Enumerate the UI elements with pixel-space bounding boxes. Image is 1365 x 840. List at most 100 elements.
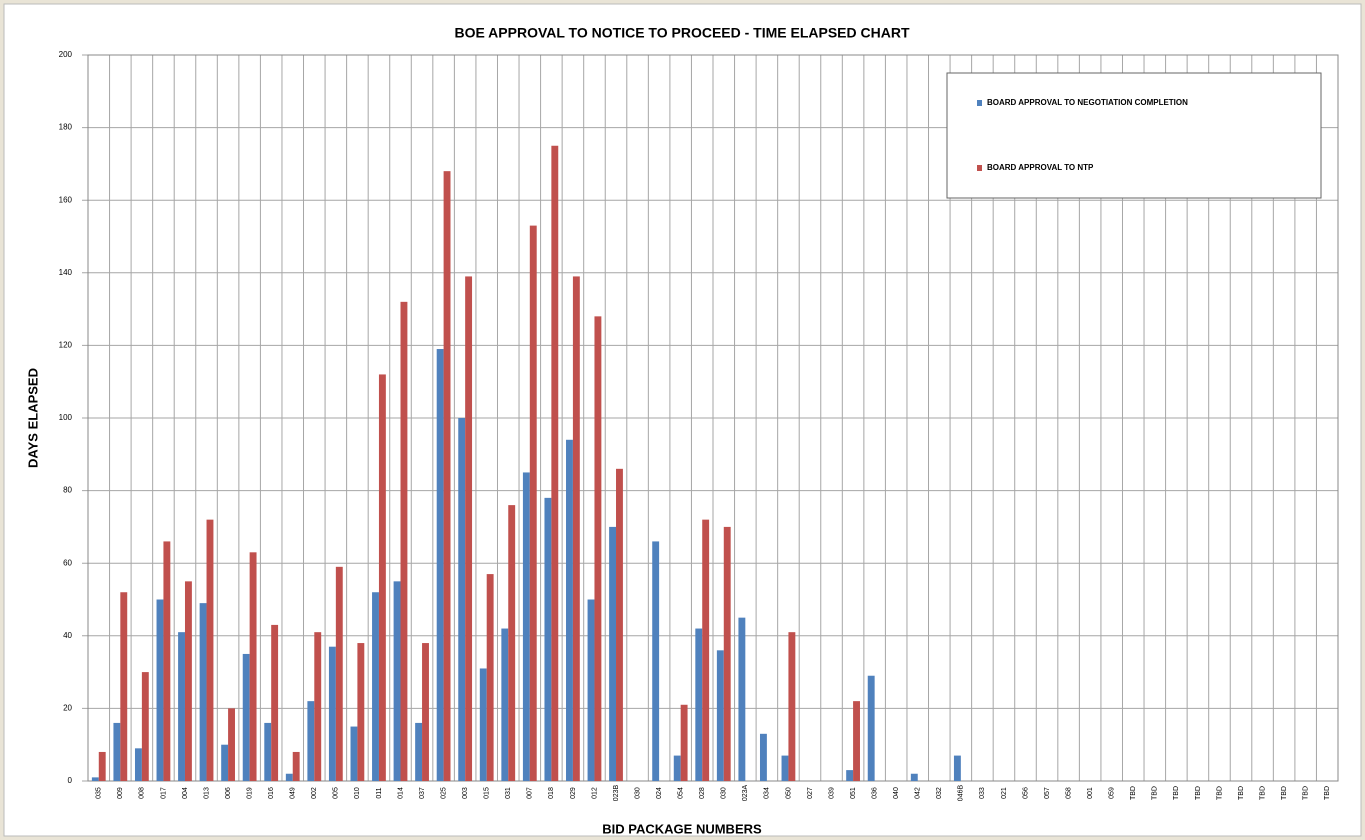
x-tick-label: 058 — [1065, 787, 1072, 799]
bar — [788, 632, 796, 781]
x-tick-label: 028 — [699, 787, 706, 799]
x-tick-label: TBD — [1324, 786, 1331, 800]
x-tick-label: 021 — [1001, 787, 1008, 799]
x-tick-label: 030 — [721, 787, 728, 799]
x-tick-label: 059 — [1109, 787, 1116, 799]
x-tick-label: 023A — [742, 785, 749, 802]
bar — [350, 726, 358, 781]
bar — [479, 668, 487, 781]
bar — [285, 773, 293, 781]
x-tick-label: 003 — [462, 787, 469, 799]
bar — [178, 632, 185, 781]
bar — [587, 599, 595, 781]
legend-swatch — [977, 165, 982, 171]
bar — [307, 701, 315, 781]
bar — [113, 722, 121, 781]
y-tick-label: 180 — [59, 123, 73, 132]
bar — [953, 755, 961, 781]
bar — [616, 468, 623, 781]
bar — [759, 733, 767, 781]
x-tick-label: 008 — [139, 787, 146, 799]
bar — [228, 708, 235, 781]
bar — [486, 574, 494, 781]
x-tick-label: 027 — [807, 787, 814, 799]
bar — [221, 744, 229, 781]
bar — [271, 624, 279, 781]
x-tick-label: 057 — [1044, 787, 1051, 799]
x-tick-label: 039 — [828, 787, 835, 799]
bar — [443, 171, 451, 781]
x-tick-label: 029 — [570, 787, 577, 799]
bar — [91, 777, 99, 781]
x-tick-label: TBD — [1152, 786, 1159, 800]
bar — [723, 526, 731, 781]
bar — [702, 519, 710, 781]
x-tick-label: 042 — [915, 787, 922, 799]
x-tick-label: 040 — [893, 787, 900, 799]
bar — [378, 374, 386, 781]
x-tick-label: TBD — [1259, 786, 1266, 800]
bar — [551, 145, 559, 781]
bar — [206, 519, 214, 781]
bar — [910, 773, 918, 781]
bar — [594, 316, 602, 781]
bar — [415, 722, 423, 781]
bar — [867, 675, 875, 781]
legend-swatch — [977, 100, 982, 106]
bar — [781, 755, 789, 781]
bar — [572, 276, 580, 781]
bar — [501, 628, 509, 781]
bar — [98, 751, 106, 781]
x-tick-label: 032 — [936, 787, 943, 799]
x-tick-label: 030 — [634, 787, 641, 799]
bar — [163, 541, 171, 781]
bar — [328, 646, 336, 781]
y-tick-label: 40 — [63, 631, 72, 640]
x-tick-label: 004 — [182, 787, 189, 799]
bar — [680, 704, 688, 781]
bar — [529, 225, 537, 782]
x-tick-label: 025 — [440, 787, 447, 799]
x-tick-label: 006 — [225, 787, 232, 799]
x-tick-label: 036 — [871, 787, 878, 799]
x-tick-label: 050 — [785, 787, 792, 799]
bar — [716, 650, 724, 781]
bar — [458, 418, 466, 781]
bar — [566, 439, 573, 781]
bar — [357, 643, 365, 781]
y-tick-label: 120 — [59, 341, 73, 350]
x-tick-label: 049 — [290, 787, 297, 799]
x-tick-label: 005 — [333, 787, 340, 799]
y-tick-label: 200 — [59, 50, 73, 59]
y-axis-label: DAYS ELAPSED — [25, 368, 40, 468]
y-tick-label: 140 — [59, 268, 73, 277]
y-tick-label: 80 — [63, 486, 72, 495]
bar — [264, 722, 272, 781]
bar — [335, 566, 343, 781]
x-tick-label: 018 — [548, 787, 555, 799]
legend-label: BOARD APPROVAL TO NTP — [987, 163, 1094, 172]
bar — [156, 599, 164, 781]
bar — [652, 541, 660, 781]
bar — [141, 672, 149, 781]
x-tick-label: TBD — [1281, 786, 1288, 800]
x-tick-label: 037 — [419, 787, 426, 799]
bar — [422, 643, 429, 781]
bar — [120, 592, 128, 781]
x-tick-label: 051 — [850, 787, 857, 799]
x-tick-label: TBD — [1303, 786, 1310, 800]
x-tick-label: 009 — [117, 787, 124, 799]
bar — [314, 632, 322, 781]
x-tick-label: 017 — [160, 787, 167, 799]
bar — [184, 581, 192, 781]
x-tick-label: 035 — [96, 787, 103, 799]
x-tick-label: 014 — [397, 787, 404, 799]
bar — [738, 617, 746, 781]
plot-border — [87, 54, 1339, 782]
x-tick-label: TBD — [1130, 786, 1137, 800]
x-tick-label: 015 — [484, 787, 491, 799]
x-tick-label: TBD — [1173, 786, 1180, 800]
x-tick-label: 007 — [527, 787, 534, 799]
